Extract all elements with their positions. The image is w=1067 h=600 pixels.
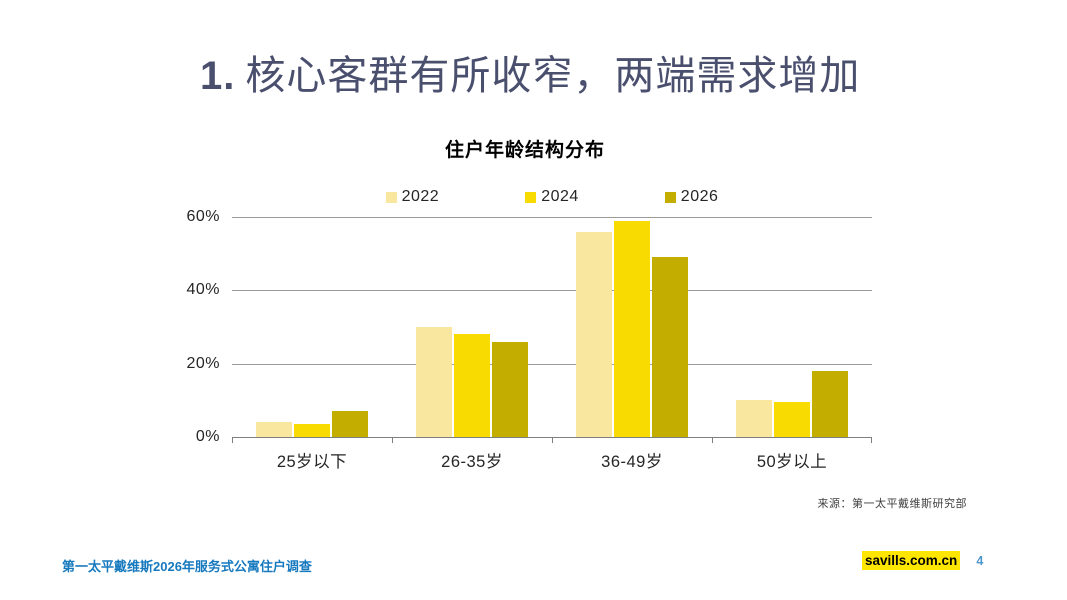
legend-swatch-icon (664, 191, 676, 203)
slide-title: 1. 核心客群有所收窄，两端需求增加 (200, 50, 860, 102)
slide-title-text: 核心客群有所收窄，两端需求增加 (245, 54, 861, 98)
x-axis-tick (392, 437, 393, 443)
y-axis-label-60%: 60% (186, 208, 220, 225)
x-axis-tick (552, 437, 553, 443)
x-axis-tick (712, 437, 713, 443)
chart-plot-area: 0% 20% 40% 60% 25岁以下 26-35岁 36-49岁 50岁以上 (186, 208, 872, 471)
legend-item-2024: 2024 (525, 188, 579, 206)
x-axis-tick (871, 437, 872, 443)
bar-group-0 (232, 411, 392, 437)
legend-label: 2024 (541, 188, 579, 205)
bar-2024 (774, 402, 810, 437)
bar-group-2 (552, 220, 712, 437)
page-number: 4 (976, 553, 984, 568)
slide-title-number: 1. (200, 54, 236, 98)
bar-2022 (576, 231, 612, 437)
savills-website-link[interactable]: savills.com.cn (862, 551, 961, 570)
bar-2024 (454, 334, 490, 437)
x-axis-label-2: 36-49岁 (601, 453, 663, 471)
bar-2022 (416, 327, 452, 437)
bar-2022 (736, 400, 772, 437)
legend-item-2022: 2022 (385, 188, 440, 206)
gridline-60% (232, 217, 872, 218)
legend-label: 2026 (680, 188, 719, 205)
legend-label: 2022 (401, 188, 440, 205)
x-axis-tick (232, 437, 233, 443)
chart-legend: 2022 2024 2026 (232, 188, 872, 206)
bar-2024 (294, 424, 330, 437)
footer-survey-title: 第一太平戴维斯2026年服务式公寓住户调查 (62, 559, 312, 574)
y-axis-label-0%: 0% (195, 428, 220, 445)
bar-group-3 (712, 371, 872, 437)
bar-2026 (652, 257, 688, 437)
bar-2026 (332, 411, 368, 437)
y-axis-label-20%: 20% (186, 354, 220, 372)
bar-2026 (812, 371, 848, 437)
legend-swatch-icon (385, 191, 397, 203)
legend-swatch-icon (525, 191, 537, 203)
x-axis-label-0: 25岁以下 (276, 453, 348, 471)
gridline-40% (232, 290, 872, 292)
x-axis-label-3: 50岁以上 (756, 453, 828, 471)
bar-group-1 (392, 327, 552, 437)
footer-right: savills.com.cn 4 (862, 551, 983, 570)
legend-item-2026: 2026 (664, 188, 719, 206)
gridline-20% (232, 363, 872, 365)
y-axis-label-40%: 40% (186, 281, 220, 299)
bar-2024 (614, 220, 650, 437)
bar-2022 (256, 422, 292, 437)
bar-2026 (492, 341, 528, 437)
chart-title: 住户年龄结构分布 (444, 140, 605, 161)
x-axis-label-1: 26-35岁 (441, 453, 503, 471)
source-note: 来源：第一太平戴维斯研究部 (817, 498, 967, 510)
